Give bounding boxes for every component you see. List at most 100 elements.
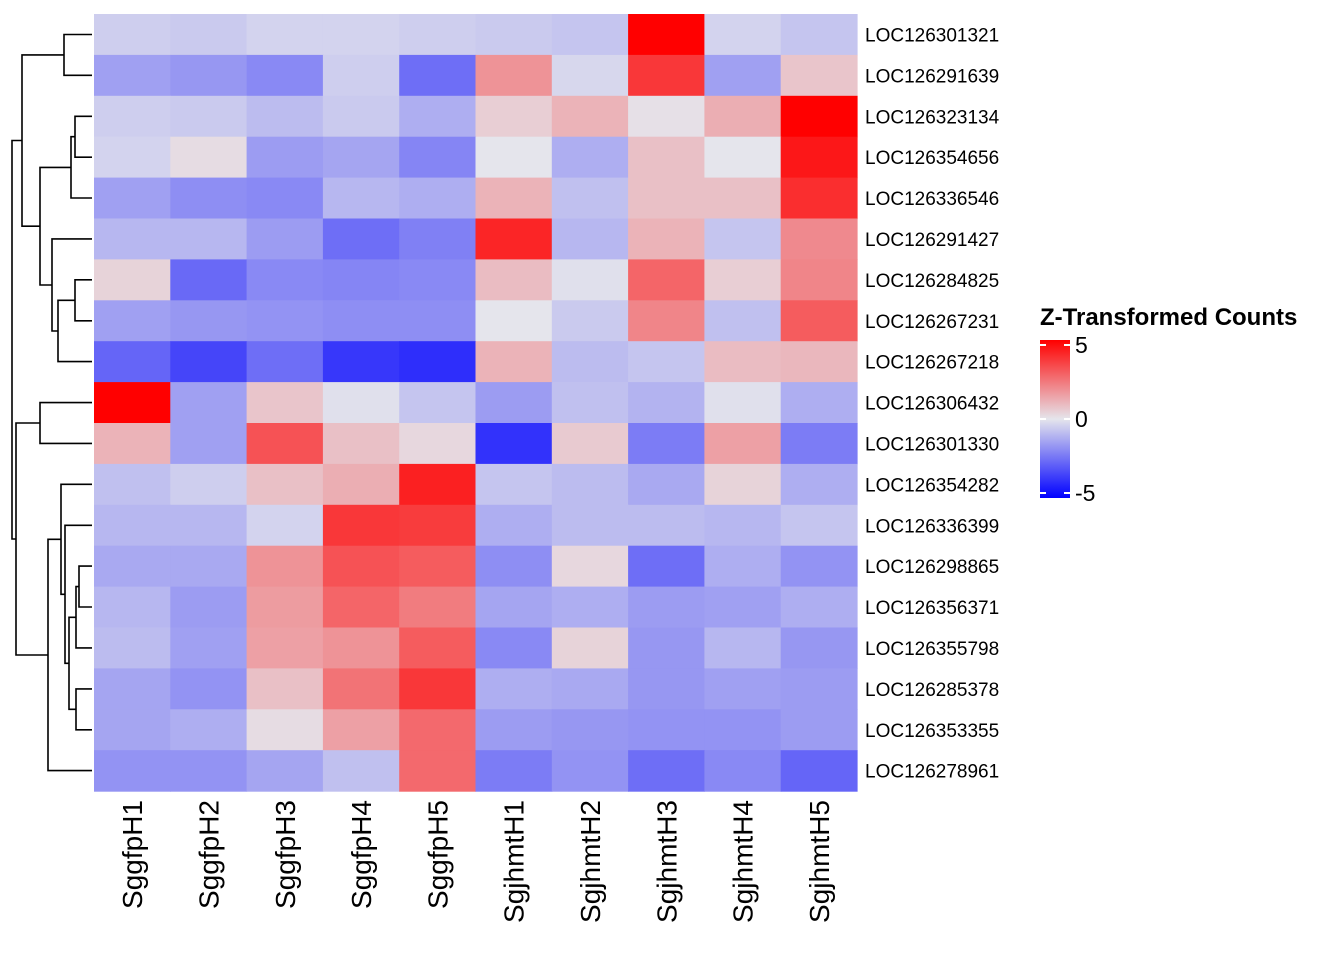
heatmap-cell: [704, 504, 782, 547]
heatmap-cell: [94, 300, 171, 342]
heatmap-cell: [551, 136, 629, 179]
heatmap-cell: [170, 545, 248, 588]
heatmap-cell: [780, 423, 858, 465]
row-label: LOC126354282: [865, 475, 999, 496]
dendrogram-branch: [74, 278, 92, 322]
row-label: LOC126267231: [865, 312, 999, 333]
heatmap-cell: [170, 136, 248, 179]
heatmap-cell: [704, 627, 782, 669]
heatmap-cell: [704, 423, 782, 465]
heatmap-cell: [780, 586, 858, 629]
heatmap-cell: [628, 218, 705, 260]
heatmap-cell: [94, 341, 171, 383]
row-label: LOC126291639: [865, 66, 999, 87]
heatmap-cell: [628, 586, 705, 629]
dendrogram-branch: [21, 54, 64, 227]
heatmap-cell: [94, 95, 171, 138]
heatmap-cell: [551, 586, 629, 629]
heatmap-cell: [322, 668, 400, 710]
heatmap-cell: [551, 218, 629, 260]
heatmap-cell: [780, 750, 858, 792]
heatmap-cell: [94, 627, 171, 669]
heatmap-cell: [246, 14, 324, 56]
heatmap-cell: [399, 627, 477, 669]
dendrogram-branch: [70, 135, 92, 199]
heatmap-cell: [170, 177, 248, 220]
dendrogram-branch: [39, 166, 71, 286]
heatmap-cell: [246, 463, 324, 506]
heatmap-cell: [399, 95, 477, 138]
heatmap-cell: [704, 95, 782, 138]
heatmap-cell: [780, 177, 858, 220]
legend-tick-label: -5: [1075, 480, 1095, 506]
heatmap-cell: [94, 218, 171, 260]
heatmap-cell: [322, 586, 400, 629]
heatmap-cell: [246, 54, 324, 97]
column-label: SgjhmtH2: [575, 800, 606, 923]
heatmap-cell: [170, 95, 248, 138]
row-label: LOC126278961: [865, 762, 999, 783]
heatmap-cell: [322, 218, 400, 260]
heatmap-cell: [704, 177, 782, 220]
heatmap-cell: [475, 54, 553, 97]
heatmap-cell: [780, 14, 858, 56]
row-label: LOC126353355: [865, 721, 999, 742]
heatmap-cell: [704, 341, 782, 383]
row-label: LOC126354656: [865, 148, 999, 169]
heatmap-cell: [94, 586, 171, 629]
heatmap-cell: [94, 504, 171, 547]
heatmap-cell: [399, 423, 477, 465]
heatmap-cell: [704, 300, 782, 342]
heatmap-cell: [475, 300, 553, 342]
column-label: SggfpH2: [193, 800, 224, 909]
heatmap-cell: [704, 218, 782, 260]
dendrogram-branch: [47, 538, 92, 772]
heatmap-cell: [704, 709, 782, 751]
row-label: LOC126301321: [865, 26, 999, 47]
heatmap-cell: [551, 382, 629, 424]
heatmap-cell: [399, 300, 477, 342]
heatmap-cell: [628, 463, 705, 506]
heatmap-cell: [551, 300, 629, 342]
heatmap-cell: [475, 14, 553, 56]
heatmap-cell: [94, 709, 171, 751]
column-label: SggfpH3: [270, 800, 301, 909]
heatmap-cell: [628, 750, 705, 792]
dendrogram-branch: [68, 616, 76, 711]
heatmap-cell: [246, 709, 324, 751]
heatmap-cell: [399, 463, 477, 506]
row-dendrogram: [11, 33, 92, 772]
heatmap-cell: [551, 709, 629, 751]
heatmap-cell: [475, 709, 553, 751]
heatmap-cell: [780, 709, 858, 751]
heatmap-cell: [322, 382, 400, 424]
heatmap-cell: [246, 586, 324, 629]
heatmap-cell: [628, 341, 705, 383]
row-label: LOC126306432: [865, 394, 999, 415]
row-label: LOC126336546: [865, 189, 999, 210]
heatmap-cell: [475, 545, 553, 588]
heatmap-cell: [170, 709, 248, 751]
heatmap-cell: [170, 668, 248, 710]
heatmap-cell: [780, 95, 858, 138]
heatmap-cell: [551, 504, 629, 547]
row-label: LOC126285378: [865, 680, 999, 701]
heatmap-cell: [704, 750, 782, 792]
heatmap-cell: [628, 668, 705, 710]
heatmap-cell: [551, 14, 629, 56]
heatmap-cell: [628, 54, 705, 97]
heatmap-cell: [780, 668, 858, 710]
heatmap-cell: [628, 423, 705, 465]
heatmap-cell: [780, 545, 858, 588]
heatmap-cells: [94, 14, 858, 792]
heatmap-cell: [704, 54, 782, 97]
heatmap-cell: [551, 423, 629, 465]
heatmap-cell: [704, 382, 782, 424]
heatmap-cell: [246, 750, 324, 792]
heatmap-cell: [399, 709, 477, 751]
row-label: LOC126298865: [865, 557, 999, 578]
row-label: LOC126291427: [865, 230, 999, 251]
heatmap-cell: [780, 218, 858, 260]
heatmap-cell: [94, 14, 171, 56]
heatmap-cell: [94, 136, 171, 179]
